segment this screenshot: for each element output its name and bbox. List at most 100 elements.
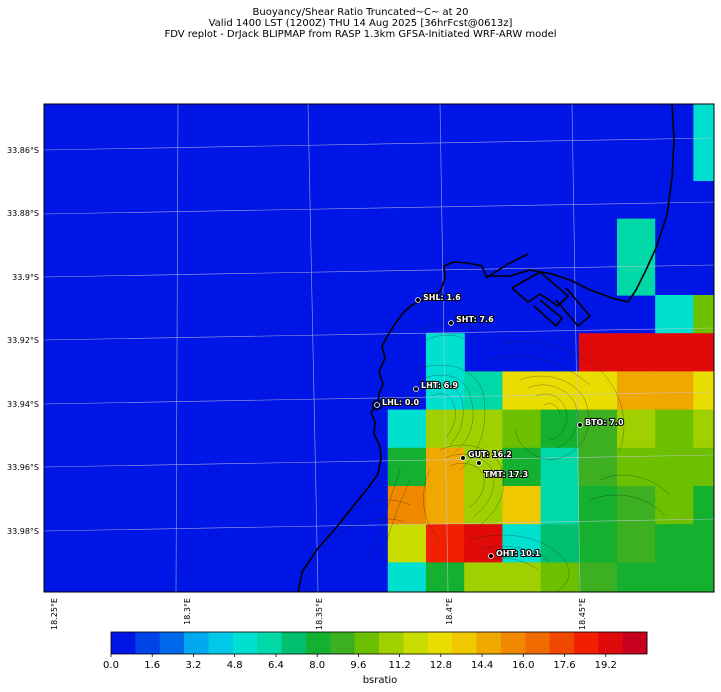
field-cell	[617, 486, 656, 525]
field-cell	[693, 447, 714, 487]
site-label: OHT: 10.1	[496, 549, 541, 558]
field-cell	[502, 486, 542, 525]
colorbar-swatch	[159, 632, 185, 654]
field-cell	[578, 333, 618, 372]
colorbar-swatch	[135, 632, 161, 654]
field-cell	[426, 562, 465, 592]
site-marker	[415, 297, 421, 303]
colorbar-swatch	[549, 632, 575, 654]
field-cell	[693, 180, 714, 220]
field-cell	[464, 486, 503, 525]
lat-label: 33.92°S	[7, 336, 39, 345]
site-lhl: LHL: 0.0	[371, 397, 420, 411]
colorbar-swatch	[598, 632, 624, 654]
field-cell	[387, 486, 427, 525]
field-cell	[693, 333, 714, 372]
field-cell	[693, 371, 714, 411]
lat-label: 33.94°S	[7, 400, 39, 409]
lat-label: 33.86°S	[7, 146, 39, 155]
site-gut: GUT: 16.2	[460, 449, 513, 461]
field-cell	[655, 524, 694, 563]
site-marker	[448, 320, 454, 326]
colorbar-swatch	[330, 632, 356, 654]
field-cell	[617, 409, 656, 449]
colorbar-label: bsratio	[362, 675, 398, 686]
field-cell	[387, 524, 427, 563]
field-cell	[617, 524, 656, 563]
site-label: TMT: 17.3	[484, 470, 528, 479]
colorbar-swatch	[257, 632, 282, 654]
field-cell	[540, 562, 580, 592]
field-cell	[464, 562, 503, 592]
field-cell	[578, 371, 618, 411]
field-cell	[693, 562, 714, 592]
site-marker	[460, 455, 466, 461]
site-shl: SHL: 1.6	[415, 292, 462, 303]
bsratio-field	[387, 104, 721, 678]
colorbar: 0.0 1.6 3.2 4.8 6.4 8.0 9.6 11.2 12.8 14.4 16.0 17.…	[103, 631, 648, 671]
colorbar-swatch	[379, 632, 404, 654]
field-cell	[578, 447, 618, 487]
terrain-contours	[329, 322, 671, 592]
lon-label: 18.45°E	[578, 598, 587, 630]
colorbar-tick-label: 4.8	[227, 660, 243, 671]
field-cell	[540, 524, 580, 563]
field-cell	[426, 333, 465, 372]
colorbar-tick-label: 14.4	[471, 660, 493, 671]
field-cell	[693, 601, 721, 640]
field-cell	[693, 639, 721, 678]
site-label: SHT: 7.6	[456, 315, 494, 324]
field-cell	[617, 218, 656, 258]
field-cell	[578, 486, 618, 525]
field-cell	[693, 524, 714, 563]
field-cell	[655, 371, 694, 411]
longitude-labels: 18.25°E 18.3°E 18.35°E 18.4°E 18.45°E	[50, 598, 587, 630]
field-cell	[464, 447, 503, 487]
field-cell	[502, 524, 542, 563]
field-cell	[655, 601, 694, 640]
colorbar-tick-label: 19.2	[595, 660, 617, 671]
field-cell	[540, 486, 580, 525]
field-cell	[655, 218, 694, 258]
field-cell	[693, 142, 714, 181]
field-cell	[655, 333, 694, 372]
colorbar-tick-label: 3.2	[186, 660, 202, 671]
field-cell	[655, 256, 694, 296]
lon-label: 18.35°E	[315, 598, 324, 630]
site-marker	[413, 386, 419, 392]
lat-label: 33.9°S	[12, 273, 39, 282]
field-cell	[693, 295, 714, 334]
site-lht: LHT: 6.9	[413, 380, 459, 392]
field-cell	[655, 562, 694, 592]
field-cell	[502, 562, 542, 592]
site-label: SHL: 1.6	[423, 293, 461, 302]
site-marker	[476, 460, 482, 466]
field-cell	[540, 447, 580, 487]
colorbar-tick-label: 16.0	[512, 660, 534, 671]
lon-label: 18.3°E	[183, 598, 192, 625]
field-cell	[540, 371, 580, 411]
colorbar-swatch	[208, 632, 234, 654]
colorbar-swatch	[452, 632, 477, 654]
field-cell	[540, 409, 580, 449]
field-cell	[426, 371, 465, 411]
colorbar-swatch	[281, 632, 307, 654]
colorbar-swatch	[184, 632, 209, 654]
colorbar-tick-label: 9.6	[350, 660, 366, 671]
field-cell	[655, 639, 694, 678]
field-cell	[578, 409, 618, 449]
site-label: GUT: 16.2	[468, 450, 512, 459]
field-cell	[617, 562, 656, 592]
field-cell	[387, 409, 427, 449]
field-cell	[655, 409, 694, 449]
colorbar-swatch	[500, 632, 526, 654]
field-cell	[617, 333, 656, 372]
colorbar-swatch	[622, 632, 648, 654]
colorbar-swatch	[476, 632, 502, 654]
field-cell	[693, 104, 714, 143]
lon-label: 18.4°E	[445, 598, 454, 625]
field-cell	[426, 447, 465, 487]
colorbar-tick-label: 17.6	[553, 660, 575, 671]
lat-label: 33.98°S	[7, 527, 39, 536]
colorbar-swatch	[111, 632, 136, 654]
